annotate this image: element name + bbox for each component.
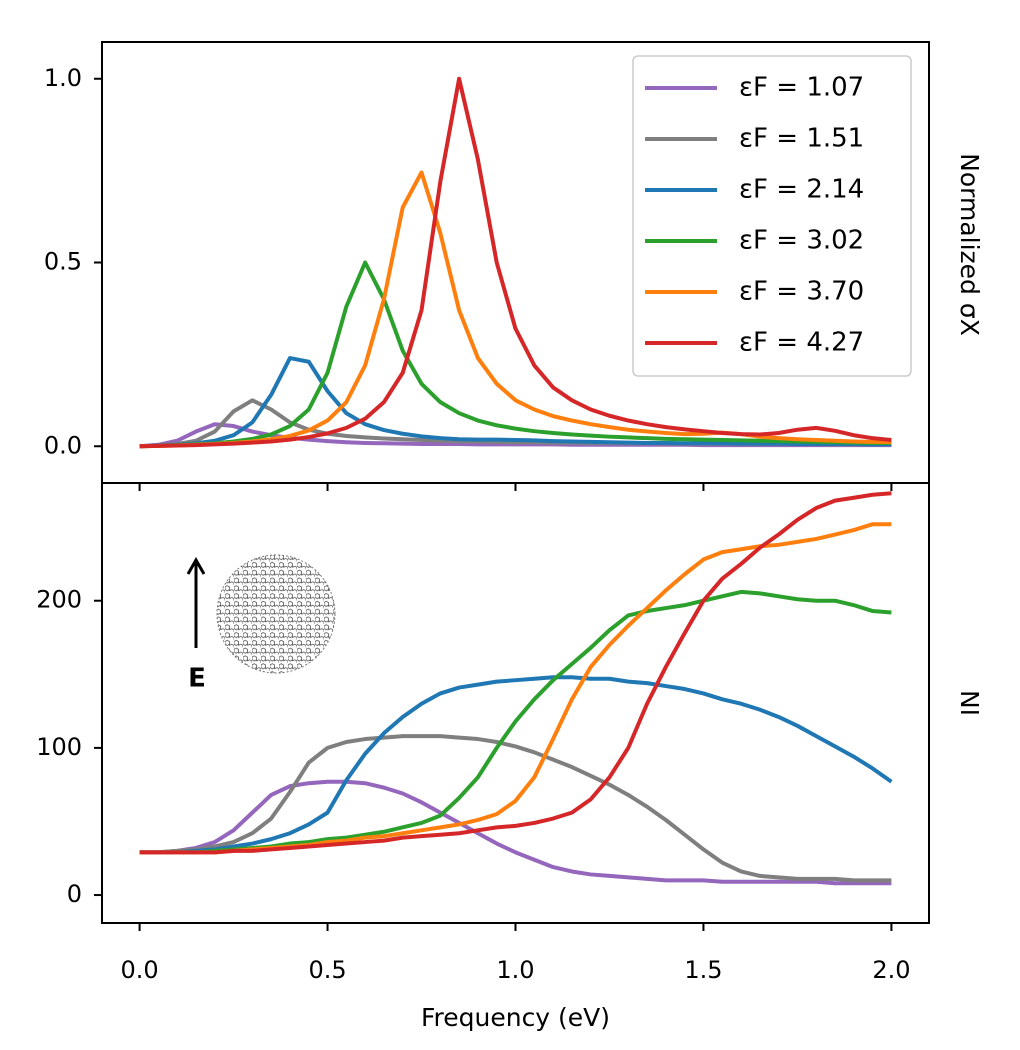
legend-label: εF = 1.51 [739, 124, 864, 154]
legend-label: εF = 2.14 [739, 175, 864, 205]
legend-label: εF = 1.07 [739, 73, 864, 103]
plot-area [139, 491, 893, 886]
series-line [139, 76, 892, 449]
y-tick-label: 0.5 [44, 248, 82, 276]
series-line [139, 491, 892, 855]
y-axis-label: Normalized σX [955, 153, 984, 336]
y-tick-label: 200 [36, 586, 82, 614]
field-label: E [188, 664, 206, 694]
y-tick-label: 0.0 [44, 431, 82, 459]
series-line [139, 779, 892, 886]
axes-frame [101, 482, 930, 924]
y-tick-label: 100 [36, 733, 82, 761]
legend-box [632, 55, 912, 377]
series-line [139, 675, 893, 855]
legend-label: εF = 4.27 [739, 328, 864, 358]
y-tick-label: 0 [67, 880, 82, 908]
inset: E [186, 554, 336, 694]
series-line [139, 734, 892, 883]
plot-area [139, 76, 892, 449]
legend: εF = 1.07 εF = 1.51 εF = 2.14 εF = 3.02 εF =… [632, 55, 912, 377]
x-tick-label: 0.0 [121, 956, 159, 984]
x-tick-label: 2.0 [872, 956, 910, 984]
y-tick-label: 1.0 [44, 64, 82, 92]
x-tick-label: 1.5 [684, 956, 722, 984]
x-tick-label: 0.5 [308, 956, 346, 984]
y-axis-label: NI [955, 690, 984, 716]
series-line [139, 260, 892, 449]
x-tick-label: 1.0 [496, 956, 534, 984]
legend-label: εF = 3.02 [739, 226, 864, 256]
series-line [139, 356, 892, 449]
x-axis-label: Frequency (eV) [421, 1003, 610, 1032]
legend-label: εF = 3.70 [739, 277, 864, 307]
